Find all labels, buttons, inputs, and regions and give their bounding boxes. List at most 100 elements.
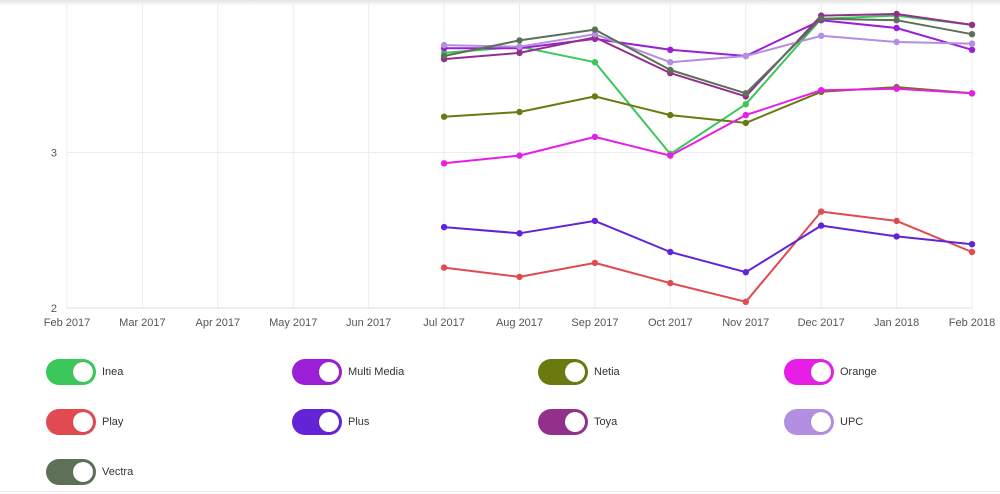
data-point-play [893,217,900,225]
data-point-orange [667,152,674,159]
legend-toggle-vectra[interactable]: Vectra [46,457,133,487]
series-line-upc [444,33,973,64]
legend-label: Vectra [102,466,134,478]
data-point-plus [968,241,976,248]
data-point-plus [591,217,599,225]
legend-toggle-netia[interactable]: Netia [538,357,620,387]
data-point-vectra [440,52,448,60]
legend-toggle-orange[interactable]: Orange [784,357,877,387]
toggle-switch[interactable] [784,409,834,435]
x-tick-label: Jul 2017 [423,317,465,329]
series-line-netia [444,86,973,124]
toggle-switch[interactable] [292,409,342,435]
data-point-upc [667,59,674,66]
data-point-orange [516,152,523,159]
data-point-netia [516,108,523,116]
legend-toggle-toya[interactable]: Toya [538,407,617,437]
data-point-play [516,273,523,281]
x-tick-label: Mar 2017 [119,317,165,329]
data-point-netia [667,111,674,119]
series-line-multi-media [444,19,973,57]
data-point-orange [591,133,599,141]
series-line-play [443,210,973,303]
data-point-multi-media [968,46,976,53]
toggle-switch[interactable] [46,459,96,485]
data-point-play [818,208,825,215]
toggle-knob [73,462,93,482]
legend-label: Play [102,416,124,428]
legend-label: Toya [594,416,618,428]
data-point-netia [591,93,599,100]
legend-toggle-inea[interactable]: Inea [46,357,123,387]
data-point-upc [893,38,900,46]
data-point-vectra [516,37,523,44]
data-point-netia [742,119,749,127]
data-point-plus [440,223,448,231]
data-point-upc [968,40,976,47]
data-point-multi-media [893,24,900,32]
x-tick-label: Dec 2017 [798,317,845,329]
legend-toggle-plus[interactable]: Plus [292,407,369,437]
x-tick-label: Sep 2017 [571,317,618,329]
data-point-vectra [968,31,976,38]
bottom-divider [0,491,1000,492]
data-point-play [591,259,599,267]
line-chart: 2 3 Feb 2017 Mar 2017 Apr 2017 May 2017 Jun 20… [44,0,995,329]
data-point-toya [893,10,900,18]
data-point-plus [516,230,523,237]
data-point-multi-media [667,46,674,53]
data-point-toya [516,49,523,57]
legend-label: Orange [840,366,877,378]
data-point-orange [742,111,749,119]
series-line-plus [444,219,973,274]
legend-toggle-play[interactable]: Play [46,407,123,437]
legend-toggle-upc[interactable]: UPC [784,407,863,437]
data-point-toya [968,21,976,29]
y-tick-label: 2 [51,303,57,315]
data-point-upc [516,43,523,50]
data-point-plus [742,269,749,276]
toggle-switch[interactable] [538,409,588,435]
data-point-orange [893,85,900,92]
toggle-knob [73,362,93,382]
toggle-switch[interactable] [46,359,96,385]
top-shadow-bar [0,0,1000,6]
data-point-netia [440,113,448,120]
data-point-play [440,264,448,271]
toggle-knob [73,412,93,432]
data-point-orange [440,160,448,167]
data-point-plus [818,222,825,229]
x-tick-label: Oct 2017 [648,317,693,329]
toggle-knob [319,412,339,432]
toggle-knob [565,362,585,382]
legend-label: Netia [594,366,620,378]
data-point-upc [440,41,448,49]
data-point-vectra [667,66,674,74]
x-tick-label: May 2017 [269,317,317,329]
data-point-upc [818,32,825,39]
data-point-vectra [818,15,825,22]
legend-label: Multi Media [348,366,405,378]
legend-toggle-multi-media[interactable]: Multi Media [292,357,404,387]
toggle-switch[interactable] [784,359,834,385]
legend-label: Inea [102,366,124,378]
legend-label: Plus [348,416,370,428]
toggle-switch[interactable] [292,359,342,385]
data-point-vectra [742,90,749,97]
toggle-switch[interactable] [46,409,96,435]
series-line-orange [443,87,973,165]
toggle-switch[interactable] [538,359,588,385]
x-tick-label: Feb 2017 [44,317,90,329]
series-line-toya [444,13,973,98]
data-point-plus [893,233,900,240]
data-point-vectra [893,17,900,24]
x-tick-label: Apr 2017 [196,317,241,329]
x-tick-label: Jun 2017 [346,317,391,329]
toggle-knob [811,412,831,432]
data-point-orange [968,90,976,97]
toggle-knob [811,362,831,382]
data-point-upc [742,52,749,60]
x-tick-label: Feb 2018 [949,317,995,329]
data-point-play [667,279,674,287]
data-point-inea [591,59,599,66]
